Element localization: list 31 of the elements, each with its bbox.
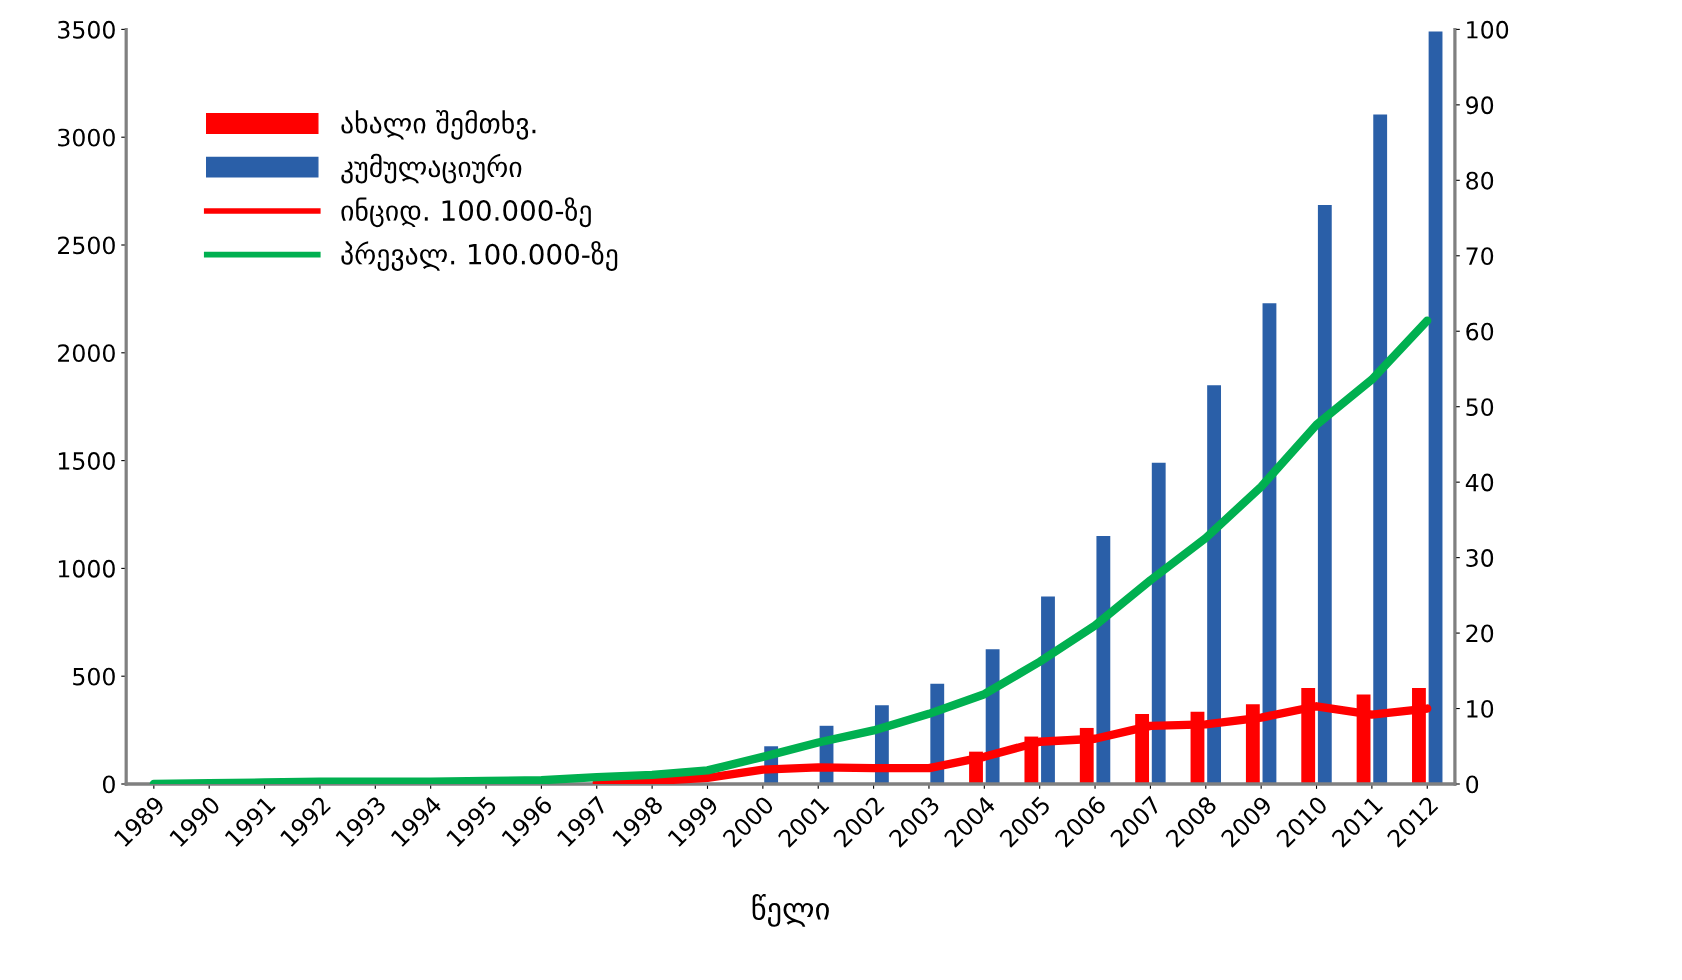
y-tick-label: 3500	[58, 20, 115, 39]
bar	[1262, 303, 1277, 784]
y-tick-label: 3000	[58, 128, 115, 147]
y-tick-label: 0	[102, 775, 115, 794]
x-axis-title: წელი	[752, 894, 829, 927]
y-tick-label: 2000	[58, 344, 115, 363]
y2-tick-label: 80	[1466, 171, 1494, 190]
legend-label: ინციდ. 100.000-ზე	[341, 197, 591, 228]
y2-tick-label: 60	[1466, 322, 1494, 341]
y-tick-label: 2500	[58, 236, 115, 255]
legend-label: ახალი შემთხვ.	[341, 109, 536, 140]
y-tick-label: 1000	[58, 559, 115, 578]
y2-tick-label: 0	[1466, 775, 1479, 794]
bar	[1096, 536, 1111, 784]
y2-tick-label: 40	[1465, 473, 1494, 492]
y2-tick-label: 90	[1466, 96, 1494, 115]
y-tick-label: 1500	[58, 452, 115, 470]
y2-tick-label: 100	[1467, 20, 1509, 39]
legend-label: პრევალ. 100.000-ზე	[341, 241, 618, 271]
bar	[1151, 462, 1166, 784]
bar	[1428, 31, 1443, 784]
y-tick-label: 500	[73, 667, 115, 686]
y2-tick-label: 20	[1466, 624, 1494, 643]
bar	[1373, 114, 1388, 784]
y2-tick-label: 50	[1466, 398, 1494, 417]
y2-tick-label: 30	[1466, 549, 1494, 567]
bar	[1317, 205, 1332, 784]
bar	[1207, 385, 1222, 784]
y2-tick-label: 10	[1467, 699, 1494, 718]
legend-label: კუმულაციური	[341, 153, 522, 184]
y2-tick-label: 70	[1466, 247, 1494, 266]
